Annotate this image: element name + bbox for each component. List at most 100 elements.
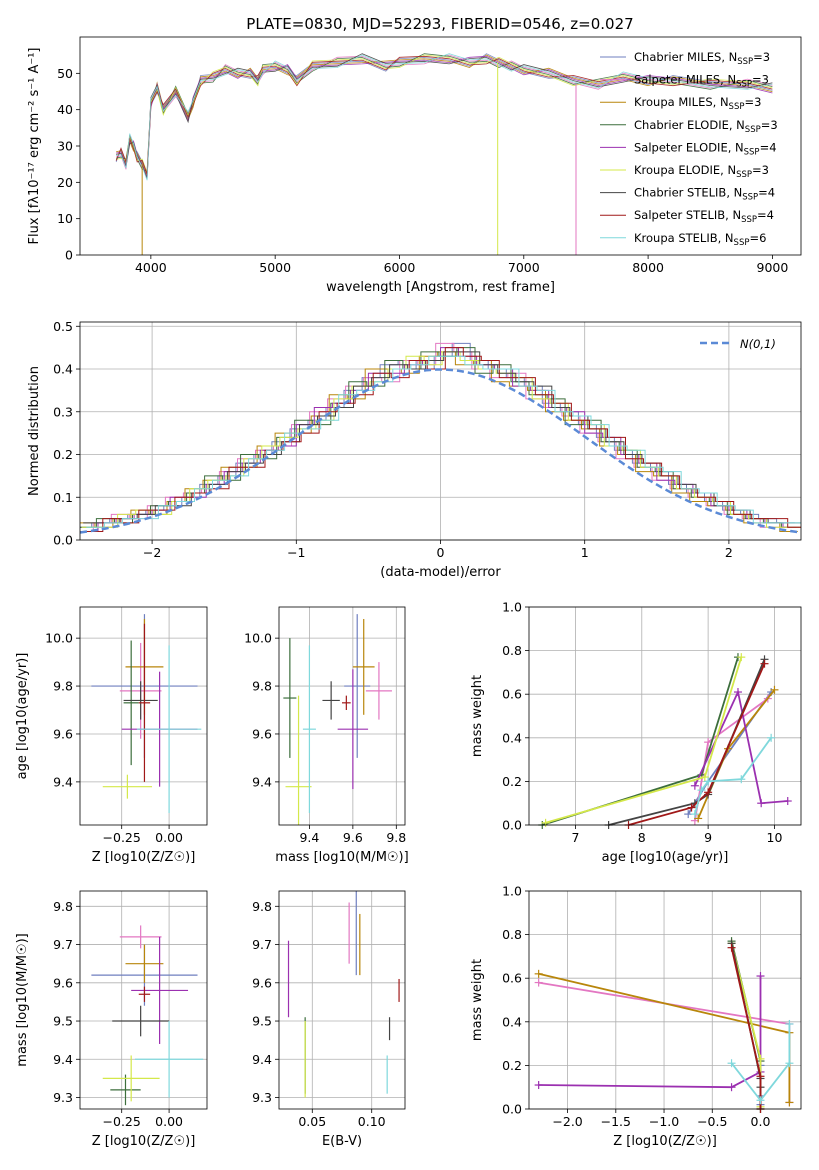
legend-entry: Salpeter STELIB, NSSP=4 bbox=[634, 208, 774, 225]
panel-weight-vs-Z: −2.0 −1.5 −1.0 −0.5 0.0 0.0 0.2 0.4 0.6 0.8 1.0 Z [… bbox=[470, 884, 802, 1149]
x-tick-label: 7 bbox=[571, 830, 579, 845]
errorbars bbox=[283, 614, 392, 825]
weight-lines bbox=[534, 937, 794, 1113]
weight-series-4 bbox=[694, 689, 788, 805]
legend-entry: Kroupa MILES, NSSP=3 bbox=[634, 95, 761, 112]
x-axis-label: Z [log10(Z/Z☉)] bbox=[613, 1134, 717, 1149]
axes-frame bbox=[278, 606, 406, 826]
y-tick-label: 0.0 bbox=[502, 818, 522, 833]
y-tick-label: 30 bbox=[57, 139, 73, 154]
x-axis-label: wavelength [Angstrom, rest frame] bbox=[326, 280, 555, 295]
panel-age-vs-mass: 9.4 9.6 9.8 10.0 9.8 9.6 9.4 mass [log10(M/M☉)] bbox=[244, 606, 409, 865]
y-tick-label: 9.6 bbox=[53, 726, 73, 741]
y-tick-label: 50 bbox=[57, 66, 73, 81]
axes-frame bbox=[79, 890, 208, 1110]
y-tick-label: 9.8 bbox=[53, 679, 73, 694]
y-axis-label: Flux [fλ10⁻¹⁷ erg cm⁻² s⁻¹ A⁻¹] bbox=[27, 48, 42, 245]
legend-normal-label: N(0,1) bbox=[740, 337, 776, 351]
figure-title: PLATE=0830, MJD=52293, FIBERID=0546, z=0… bbox=[246, 15, 633, 33]
y-tick-label: 9.7 bbox=[252, 937, 272, 952]
y-tick-label: 0.4 bbox=[502, 730, 522, 745]
y-tick-label: 9.8 bbox=[252, 679, 272, 694]
histogram-series-2 bbox=[80, 351, 798, 532]
histogram-series-3 bbox=[80, 347, 800, 528]
y-axis-label: age [log10(age/yr)] bbox=[15, 653, 30, 780]
panel-spectrum: 4000 5000 6000 7000 8000 9000 0 10 20 30 40 50 wavel… bbox=[27, 36, 802, 295]
legend-entry: Kroupa ELODIE, NSSP=3 bbox=[634, 163, 769, 180]
x-tick-label: 0.00 bbox=[155, 830, 183, 845]
y-tick-label: 0.4 bbox=[502, 1014, 522, 1029]
y-tick-label: 9.4 bbox=[252, 774, 272, 789]
y-tick-label: 0.2 bbox=[502, 774, 522, 789]
x-tick-label: 0.0 bbox=[751, 1114, 771, 1129]
y-tick-label: 9.3 bbox=[53, 1090, 73, 1105]
x-tick-label: 9 bbox=[704, 830, 712, 845]
weight-series-7 bbox=[628, 663, 766, 826]
x-axis-label: mass [log10(M/M☉)] bbox=[275, 850, 408, 865]
x-tick-label: 9.8 bbox=[386, 830, 406, 845]
legend-entry: Salpeter ELODIE, NSSP=4 bbox=[634, 140, 777, 157]
y-tick-label: 0.8 bbox=[502, 643, 522, 658]
x-tick-label: 7000 bbox=[508, 260, 540, 275]
y-tick-label: 1.0 bbox=[502, 600, 522, 615]
x-axis-label: age [log10(age/yr)] bbox=[602, 850, 729, 865]
weight-series-4 bbox=[538, 976, 762, 1089]
spectrum-legend: Chabrier MILES, NSSP=3 Salpeter MILES, NS… bbox=[600, 50, 778, 248]
y-tick-label: 10.0 bbox=[244, 631, 272, 646]
weight-series-8 bbox=[730, 1024, 791, 1102]
y-axis-label: mass [log10(M/M☉)] bbox=[15, 933, 30, 1066]
x-tick-label: −1.0 bbox=[649, 1114, 679, 1129]
histogram-series-0 bbox=[80, 342, 795, 528]
legend-entry: Salpeter MILES, NSSP=3 bbox=[634, 73, 769, 90]
histogram-steps bbox=[80, 342, 801, 532]
x-tick-label: −2 bbox=[143, 545, 161, 560]
x-tick-label: 9.4 bbox=[299, 830, 319, 845]
y-tick-label: 9.8 bbox=[53, 899, 73, 914]
y-tick-label: 0.3 bbox=[53, 404, 73, 419]
x-tick-label: −0.5 bbox=[697, 1114, 727, 1129]
y-axis-label: Normed distribution bbox=[27, 366, 42, 496]
y-tick-label: 9.6 bbox=[53, 975, 73, 990]
y-tick-label: 1.0 bbox=[502, 884, 522, 899]
errorbars bbox=[91, 614, 202, 814]
y-tick-label: 9.5 bbox=[53, 1014, 73, 1029]
x-tick-label: 4000 bbox=[135, 260, 167, 275]
legend-entry: Kroupa STELIB, NSSP=6 bbox=[634, 231, 766, 248]
panel-residuals: −2 −1 0 1 2 0.0 0.1 0.2 0.3 0.4 0.5 (data-model)/er… bbox=[27, 319, 802, 580]
y-tick-label: 0.2 bbox=[502, 1058, 522, 1073]
x-tick-label: 5000 bbox=[259, 260, 291, 275]
axes-frame bbox=[528, 606, 802, 826]
x-tick-label: 0.05 bbox=[298, 1114, 326, 1129]
y-tick-label: 0.8 bbox=[502, 927, 522, 942]
y-tick-label: 9.4 bbox=[252, 1052, 272, 1067]
y-tick-label: 0 bbox=[65, 248, 73, 263]
legend-entry: Chabrier ELODIE, NSSP=3 bbox=[634, 118, 778, 135]
errorbars bbox=[91, 925, 204, 1106]
weight-lines bbox=[538, 653, 792, 829]
x-axis-label: (data-model)/error bbox=[380, 565, 501, 580]
axes-frame bbox=[79, 36, 802, 256]
y-tick-label: 9.8 bbox=[252, 899, 272, 914]
axes-frame bbox=[528, 890, 802, 1110]
x-tick-label: −0.25 bbox=[103, 830, 141, 845]
histogram-series-8 bbox=[86, 355, 801, 528]
y-tick-label: 10.0 bbox=[45, 631, 73, 646]
y-tick-label: 20 bbox=[57, 175, 73, 190]
spectrum-series-8 bbox=[116, 53, 773, 181]
weight-series-6 bbox=[608, 658, 766, 826]
x-tick-label: 2 bbox=[725, 545, 733, 560]
y-tick-label: 0.4 bbox=[53, 362, 73, 377]
y-axis-label: mass weight bbox=[470, 959, 485, 1041]
x-tick-label: 0 bbox=[437, 545, 445, 560]
x-tick-label: 0.00 bbox=[155, 1114, 183, 1129]
x-tick-label: 6000 bbox=[384, 260, 416, 275]
axes-frame bbox=[278, 890, 406, 1110]
x-axis-label: E(B-V) bbox=[322, 1134, 362, 1149]
x-tick-label: 8 bbox=[638, 830, 646, 845]
panel-mass-vs-Z: −0.25 0.00 9.3 9.4 9.5 9.6 9.7 9.8 Z [log10(Z/Z☉… bbox=[15, 890, 208, 1149]
y-tick-label: 9.4 bbox=[53, 1052, 73, 1067]
y-tick-label: 0.0 bbox=[502, 1102, 522, 1117]
x-tick-label: 1 bbox=[581, 545, 589, 560]
y-tick-label: 9.3 bbox=[252, 1090, 272, 1105]
x-axis-label: Z [log10(Z/Z☉)] bbox=[92, 850, 196, 865]
